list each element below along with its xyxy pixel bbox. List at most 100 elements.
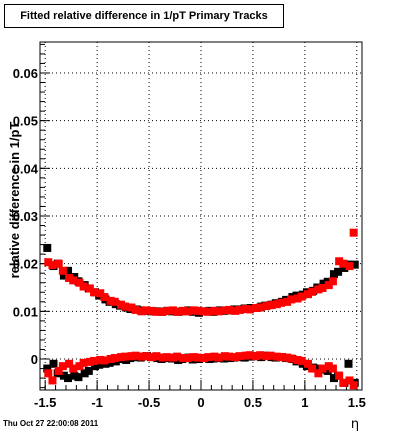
red-marker [44,369,53,378]
red-marker [241,304,250,313]
y-tick-label: 0 [31,352,38,367]
red-marker [328,277,337,286]
red-marker [189,353,198,362]
red-marker [137,307,146,316]
red-marker [100,356,109,365]
red-marker [318,283,327,292]
red-marker [297,292,306,301]
red-marker [200,354,209,363]
black-marker [43,243,52,252]
red-marker [308,287,317,296]
red-marker [168,306,177,315]
x-tick-label: 0 [197,395,204,410]
y-tick-label: 0.05 [13,114,38,129]
red-marker [69,364,78,373]
red-marker [100,293,109,302]
red-marker [121,302,130,311]
red-marker [54,259,63,268]
red-marker [262,302,271,311]
red-marker [272,352,281,361]
red-marker [58,362,67,371]
red-marker [110,297,119,306]
red-marker [235,305,244,314]
black-marker [329,374,338,383]
red-marker [131,305,140,314]
red-marker [266,301,275,310]
red-marker [339,378,348,387]
red-marker [200,307,209,316]
red-marker [79,282,88,291]
red-marker [245,351,254,360]
red-marker [96,289,105,298]
red-marker [314,369,323,378]
black-marker [344,359,353,368]
red-marker [345,376,354,385]
tick-labels: -1.5 -1 -0.5 0 0.5 1 1.5 0 0.01 0.02 0.03 0.04 0.05 0… [13,66,366,410]
red-marker [297,356,306,365]
red-marker [318,364,327,373]
red-marker [58,266,67,275]
data-points [43,228,359,390]
red-marker [127,303,136,312]
red-marker [48,376,57,385]
red-marker [152,307,161,316]
red-marker [106,355,115,364]
black-marker [329,270,338,279]
red-marker [220,306,229,315]
black-marker [340,263,349,272]
black-marker [84,366,93,375]
red-marker [137,352,146,361]
black-marker [350,260,359,269]
black-marker [74,373,83,382]
red-marker [225,305,234,314]
red-marker [152,352,161,361]
black-marker [313,364,322,373]
red-marker [235,352,244,361]
red-marker [48,261,57,270]
red-marker [193,353,202,362]
red-marker [252,304,261,313]
black-marker [43,364,52,373]
red-marker [65,273,74,282]
red-marker [173,352,182,361]
red-marker [162,306,171,315]
red-marker [69,276,78,285]
red-marker [204,353,213,362]
red-marker [162,353,171,362]
x-tick-label: -0.5 [138,395,160,410]
red-marker [183,354,192,363]
red-marker [324,281,333,290]
black-marker [64,374,73,383]
red-marker [90,356,99,365]
black-marker [334,267,343,276]
red-marker [308,364,317,373]
x-tick-label: 0.5 [244,395,262,410]
black-marker [49,359,58,368]
red-marker [231,353,240,362]
y-tick-label: 0.04 [13,161,39,176]
red-marker [148,353,157,362]
black-marker [91,362,100,371]
red-marker [183,307,192,316]
red-marker [266,351,275,360]
red-marker [303,359,312,368]
black-marker [70,371,79,380]
x-tick-label: -1.5 [34,395,56,410]
red-marker [168,353,177,362]
red-marker [106,296,115,305]
red-marker [339,259,348,268]
red-marker [214,353,223,362]
y-tick-label: 0.01 [13,304,38,319]
axis-ticks [40,43,358,390]
red-marker [158,353,167,362]
red-marker [345,262,354,271]
red-marker [314,285,323,294]
red-marker [328,364,337,373]
red-marker [256,303,265,312]
red-marker [262,352,271,361]
red-marker [335,257,344,266]
red-marker [131,351,140,360]
red-marker [121,352,130,361]
red-marker [210,352,219,361]
y-tick-label: 0.03 [13,209,38,224]
